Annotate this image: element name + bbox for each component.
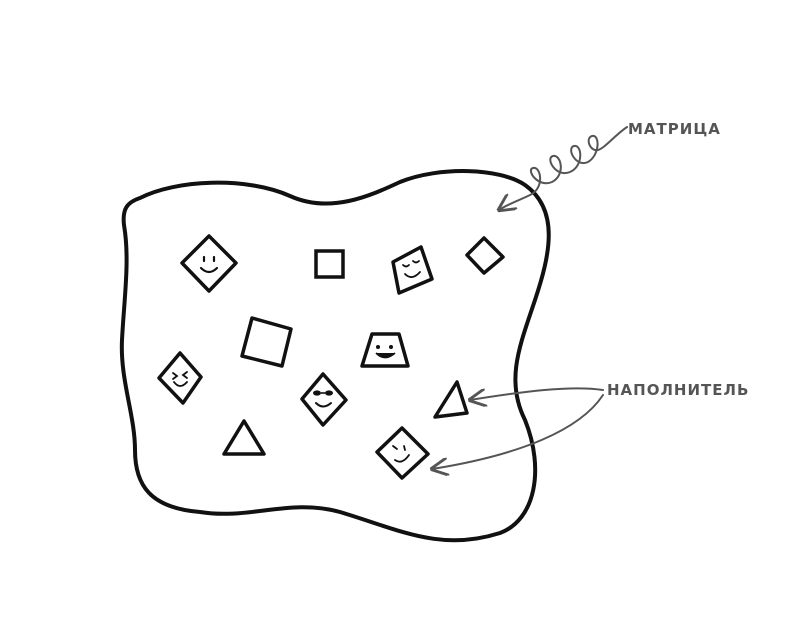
filler-arrow-to-square <box>432 394 604 469</box>
happy-trapezoid-particle-icon <box>360 332 410 368</box>
sleepy-square-particle-icon <box>391 245 434 295</box>
filler-label: НАПОЛНИТЕЛЬ <box>607 381 749 399</box>
smiling-diamond-particle-icon <box>180 234 238 293</box>
matrix-label: МАТРИЦА <box>628 120 721 138</box>
triangle-particle-icon <box>222 419 266 456</box>
cool-diamond-particle-icon <box>300 372 348 427</box>
diamond-particle-icon <box>465 236 505 275</box>
tilted-square-particle-icon <box>240 316 293 368</box>
square-particle-icon <box>314 249 345 279</box>
winking-square-particle-icon <box>375 426 430 480</box>
filler-arrow-to-triangle <box>470 387 604 400</box>
pointed-triangle-particle-icon <box>433 380 469 419</box>
laughing-diamond-particle-icon <box>157 351 203 405</box>
matrix-pointer-arrow <box>499 126 628 210</box>
matrix-blob <box>119 169 551 543</box>
